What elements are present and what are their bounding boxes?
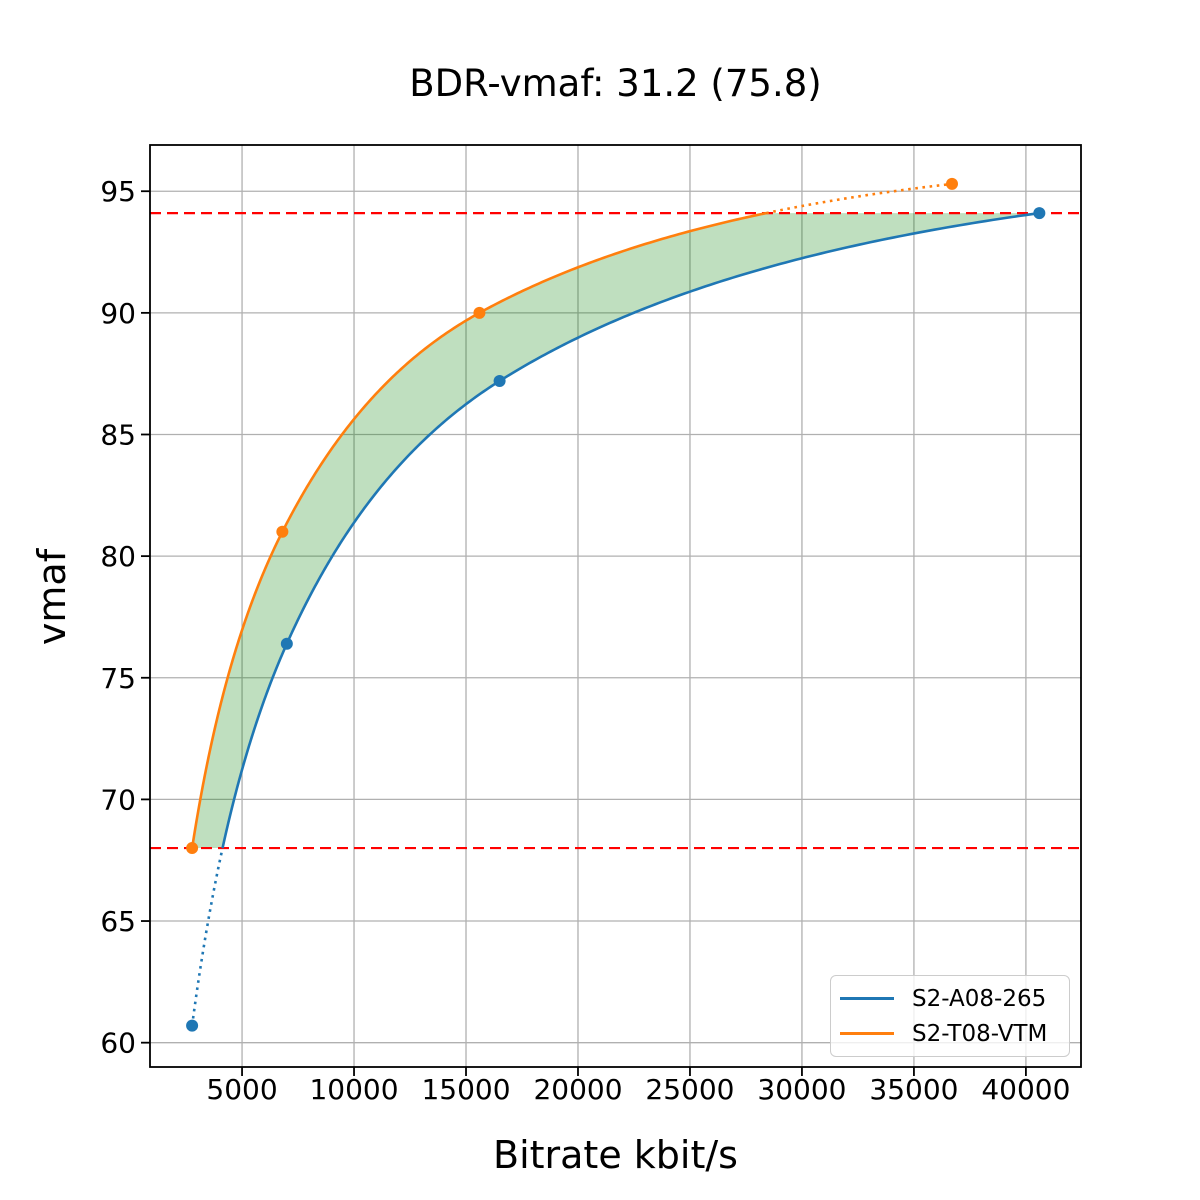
svg-text:85: 85 [100, 418, 136, 451]
svg-text:90: 90 [100, 297, 136, 330]
legend: S2-A08-265 S2-T08-VTM [830, 975, 1070, 1057]
svg-text:95: 95 [100, 175, 136, 208]
svg-text:30000: 30000 [757, 1073, 846, 1106]
svg-text:60: 60 [100, 1027, 136, 1060]
svg-text:65: 65 [100, 905, 136, 938]
svg-text:75: 75 [100, 662, 136, 695]
svg-text:80: 80 [100, 540, 136, 573]
legend-label: S2-A08-265 [912, 985, 1047, 1012]
y-axis-label: vmaf [30, 548, 74, 646]
x-axis-label: Bitrate kbit/s [493, 1133, 738, 1177]
svg-text:25000: 25000 [645, 1073, 734, 1106]
svg-text:70: 70 [100, 783, 136, 816]
svg-text:40000: 40000 [981, 1073, 1070, 1106]
svg-text:5000: 5000 [206, 1073, 277, 1106]
legend-item-s2-a08-265: S2-A08-265 [831, 981, 1069, 1016]
svg-text:20000: 20000 [533, 1073, 622, 1106]
svg-text:35000: 35000 [869, 1073, 958, 1106]
svg-text:15000: 15000 [421, 1073, 510, 1106]
svg-text:10000: 10000 [309, 1073, 398, 1106]
legend-item-s2-t08-vtm: S2-T08-VTM [831, 1016, 1069, 1051]
legend-line-swatch-orange [840, 1032, 894, 1035]
chart-title: BDR-vmaf: 31.2 (75.8) [409, 62, 822, 105]
legend-label: S2-T08-VTM [912, 1020, 1048, 1047]
legend-line-swatch-blue [840, 997, 894, 1000]
